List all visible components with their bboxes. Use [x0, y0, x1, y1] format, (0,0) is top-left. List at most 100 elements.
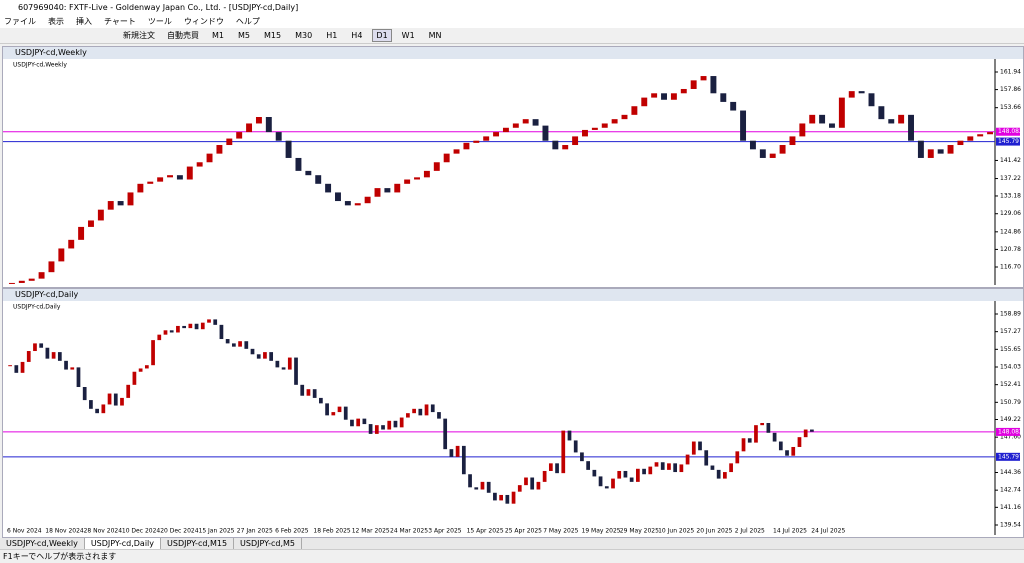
candle: [414, 177, 420, 180]
candle: [213, 319, 218, 325]
toolbar-button[interactable]: 自動売買: [167, 31, 199, 40]
candle: [562, 145, 569, 150]
timeframe-button[interactable]: D1: [372, 29, 392, 42]
candle: [723, 472, 727, 479]
candle: [778, 441, 783, 451]
candle: [741, 438, 746, 452]
candle: [18, 280, 25, 283]
candle: [598, 476, 603, 487]
timeframe-button[interactable]: H1: [326, 31, 338, 40]
candle: [480, 481, 485, 490]
price-label: 141.420: [1000, 157, 1021, 164]
chart-tab[interactable]: USDJPY-cd,M5: [234, 538, 302, 549]
candle: [76, 367, 81, 388]
candle: [374, 188, 381, 197]
price-label: 116.700: [1000, 264, 1021, 271]
date-label: 18 Feb 2025: [313, 528, 351, 535]
candle: [132, 371, 137, 385]
candle: [200, 322, 205, 330]
candle: [443, 153, 450, 163]
timeframe-button[interactable]: M30: [295, 31, 313, 40]
candle: [325, 403, 329, 416]
menu-item[interactable]: ヘルプ: [235, 17, 260, 26]
candle: [661, 93, 667, 100]
candle: [502, 127, 509, 133]
price-label: 155.655: [1000, 346, 1021, 353]
toolbar-button[interactable]: 新規注文: [123, 31, 155, 40]
candle: [819, 114, 826, 124]
candle: [604, 486, 609, 489]
candle: [685, 454, 690, 465]
candle: [463, 142, 470, 150]
date-label: 19 May 2025: [582, 528, 621, 535]
candle: [151, 340, 155, 366]
candle: [126, 384, 131, 398]
menu-item[interactable]: ウィンドウ: [183, 17, 224, 26]
candle: [319, 397, 323, 404]
candle: [848, 91, 855, 98]
chart-tab[interactable]: USDJPY-cd,Daily: [84, 538, 162, 549]
candle: [629, 477, 634, 482]
menu-item[interactable]: ファイル: [4, 17, 36, 26]
candle: [169, 330, 174, 333]
candle: [473, 140, 480, 143]
price-label: 158.895: [1000, 311, 1021, 318]
date-label: 29 May 2025: [620, 528, 659, 535]
date-label: 14 Jul 2025: [773, 528, 807, 535]
price-label: 141.165: [1000, 504, 1021, 511]
price-label: 153.660: [1000, 104, 1021, 111]
candle: [364, 196, 371, 204]
candle: [101, 404, 106, 414]
menu-item[interactable]: ツール: [147, 17, 172, 26]
candle: [759, 149, 766, 158]
candle: [381, 425, 385, 430]
candle: [772, 432, 777, 442]
level-label: 145.797: [998, 453, 1021, 460]
timeframe-button[interactable]: MN: [428, 31, 442, 40]
timeframe-button[interactable]: W1: [401, 31, 415, 40]
timeframe-button[interactable]: M15: [264, 31, 282, 40]
candle: [621, 114, 628, 120]
date-label: 12 Mar 2025: [352, 528, 390, 535]
price-label: 133.180: [1000, 192, 1021, 199]
candle: [127, 192, 134, 206]
timeframe-button[interactable]: M1: [212, 31, 224, 40]
candle: [33, 343, 37, 352]
candle: [631, 106, 638, 115]
candle: [740, 110, 747, 141]
date-label: 3 Apr 2025: [428, 528, 461, 535]
candle: [483, 136, 490, 141]
candle: [404, 179, 411, 184]
timeframe-button[interactable]: M5: [238, 31, 250, 40]
candle: [194, 323, 199, 330]
candle: [461, 445, 466, 475]
chart-tab[interactable]: USDJPY-cd,M15: [161, 538, 235, 549]
candle: [287, 357, 292, 370]
menu-item[interactable]: 挿入: [76, 17, 92, 26]
candle: [769, 153, 776, 158]
candle: [760, 422, 765, 426]
candle: [908, 114, 914, 141]
menu-item[interactable]: 表示: [48, 17, 64, 26]
window-title: USDJPY-cd,Weekly: [3, 47, 1023, 59]
date-label: 15 Jan 2025: [199, 528, 235, 535]
candle: [312, 389, 317, 398]
candle: [207, 319, 211, 323]
candle: [337, 406, 342, 413]
candle: [384, 188, 391, 193]
candle: [350, 419, 354, 427]
timeframe-button[interactable]: H4: [351, 31, 363, 40]
candle: [246, 123, 253, 133]
candle: [586, 461, 591, 470]
candle: [524, 477, 528, 486]
candle: [548, 463, 553, 471]
chart-tab[interactable]: USDJPY-cd,Weekly: [0, 538, 85, 549]
candle: [95, 408, 99, 414]
menu-item[interactable]: チャート: [104, 17, 136, 26]
candle: [423, 170, 430, 178]
candle: [572, 136, 579, 146]
candle: [542, 125, 549, 141]
candle: [226, 138, 233, 146]
candle: [305, 170, 312, 176]
